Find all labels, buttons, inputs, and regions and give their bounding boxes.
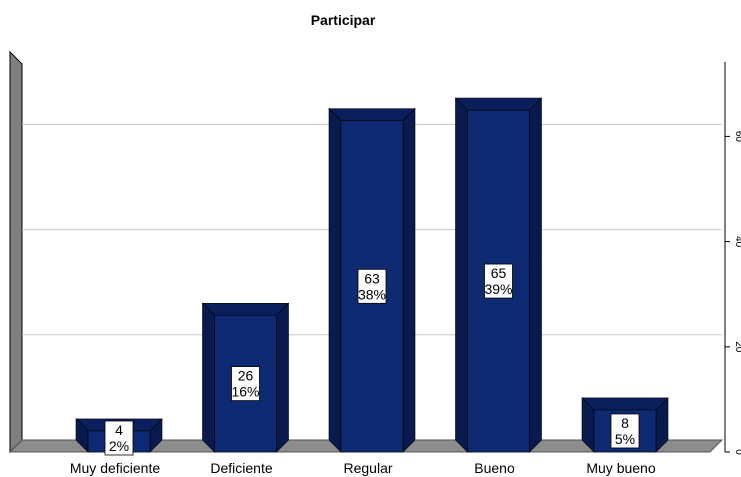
y-tick-label-3: 60 (733, 131, 741, 143)
data-label-percent-0: 2% (109, 438, 129, 454)
bar-back-1 (202, 302, 215, 453)
data-label-box-1 (231, 366, 260, 402)
data-label-percent-1: 16% (231, 384, 259, 400)
bar-top-1 (201, 302, 290, 316)
x-tick-label-2: Regular (343, 460, 392, 476)
bar-side-3 (529, 97, 542, 453)
y-tick-label-0: 0 (733, 449, 741, 455)
data-label-box-2 (357, 268, 387, 304)
x-tick-label-0: Muy deficiente (70, 460, 160, 476)
data-label-value-3: 65 (491, 265, 507, 281)
bar-side-1 (276, 302, 289, 453)
bar-top-3 (454, 97, 543, 111)
data-label-box-4 (610, 413, 640, 449)
data-label-value-2: 63 (364, 270, 380, 286)
data-label-value-0: 4 (115, 422, 123, 438)
x-tick-label-4: Muy bueno (586, 460, 655, 476)
left-wall (9, 50, 23, 454)
data-label-value-4: 8 (621, 415, 629, 431)
data-label-percent-2: 38% (358, 286, 386, 302)
x-tick-label-1: Deficiente (210, 460, 272, 476)
bar-top-4 (581, 397, 669, 411)
data-label-box-3 (484, 263, 513, 299)
x-axis: Muy deficiente Deficiente Regular Bueno Muy … (70, 460, 656, 476)
data-label-percent-4: 5% (615, 431, 635, 447)
y-tick-label-1: 20 (733, 341, 741, 353)
data-label-value-1: 26 (238, 368, 254, 384)
chart-title: Participar (310, 12, 376, 28)
y-axis: 0 20 40 60 (724, 62, 741, 455)
data-label-percent-3: 39% (484, 281, 512, 297)
bar-top-2 (328, 108, 416, 121)
x-tick-label-3: Bueno (474, 460, 515, 476)
data-label-box-0 (104, 420, 134, 456)
bar-side-2 (402, 107, 416, 453)
bar-back-3 (455, 97, 468, 453)
bar-back-2 (328, 107, 342, 453)
y-tick-label-2: 40 (733, 236, 741, 248)
